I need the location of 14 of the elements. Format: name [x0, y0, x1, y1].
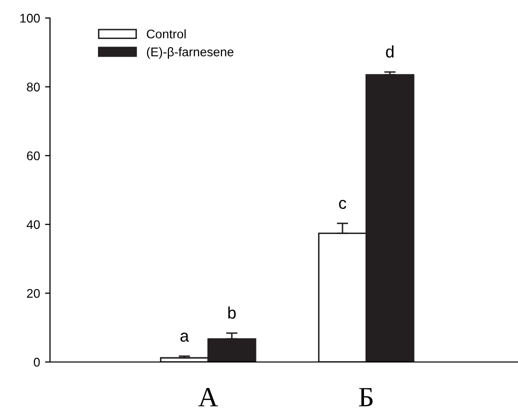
y-tick-label: 40: [26, 220, 40, 230]
y-tick-label: 80: [26, 82, 40, 92]
y-tick-label: 0: [34, 358, 40, 367]
x-tick-label: А: [198, 388, 218, 406]
annotation: d: [386, 45, 394, 58]
legend-label: Control: [146, 29, 186, 38]
y-tick-label: 100: [20, 14, 40, 23]
y-tick-label: 20: [27, 289, 40, 298]
annotation: b: [228, 306, 236, 319]
annotation: a: [180, 332, 190, 342]
annotation: c: [339, 200, 346, 209]
y-tick-label: 60: [27, 151, 40, 160]
x-tick-label: Б: [359, 388, 373, 406]
legend-label: (E)-β-farnesene: [146, 47, 234, 59]
